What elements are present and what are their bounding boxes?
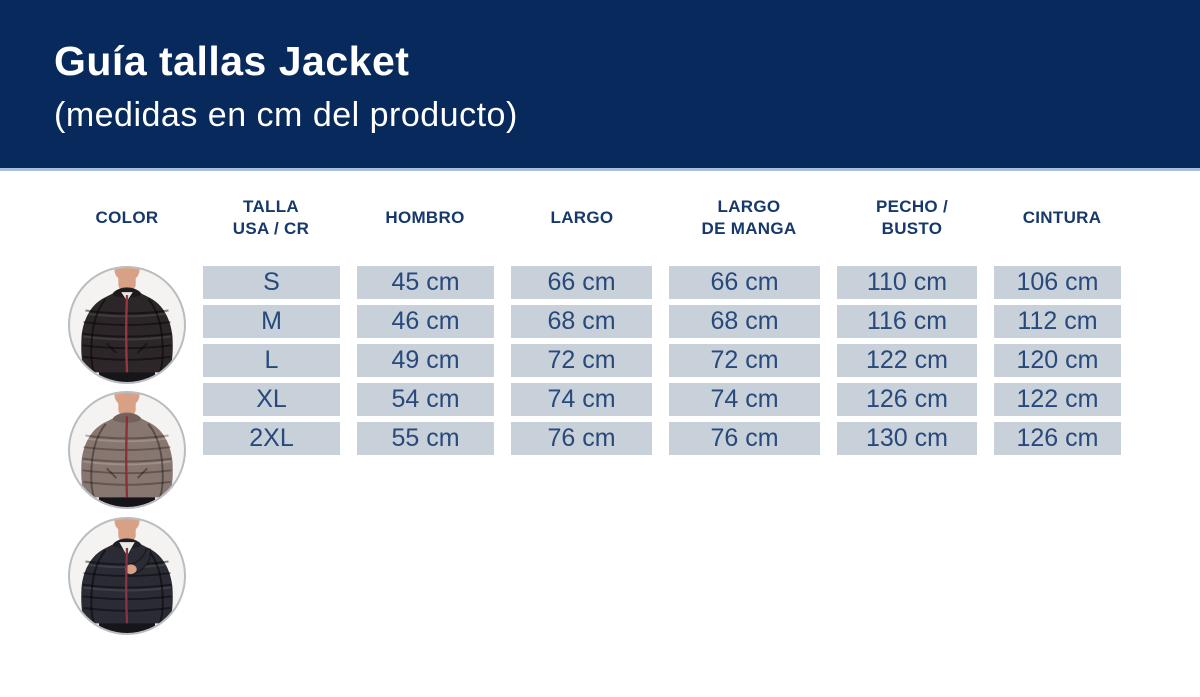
size-label-s: S bbox=[203, 266, 340, 299]
color-photo-black-jacket bbox=[68, 266, 186, 384]
cell-s-cintura: 106 cm bbox=[994, 266, 1121, 299]
cell-2xl-largo: 76 cm bbox=[511, 422, 652, 455]
size-label-2xl: 2XL bbox=[203, 422, 340, 455]
column-header-hombro: HOMBRO bbox=[385, 207, 465, 227]
header-banner: Guía tallas Jacket (medidas en cm del pr… bbox=[0, 0, 1200, 171]
column-header-color: COLOR bbox=[95, 207, 159, 227]
cell-m-cintura: 112 cm bbox=[994, 305, 1121, 338]
size-table: S 45 cm 66 cm 66 cm 110 cm 106 cm M 46 c… bbox=[203, 266, 1121, 455]
color-photo-brown-jacket bbox=[68, 391, 186, 509]
size-label-l: L bbox=[203, 344, 340, 377]
brown-puffer-jacket-photo bbox=[81, 393, 173, 507]
column-header-cintura: CINTURA bbox=[1022, 207, 1102, 227]
cell-s-hombro: 45 cm bbox=[357, 266, 494, 299]
size-label-xl: XL bbox=[203, 383, 340, 416]
column-header-talla: TALLA USA / CR bbox=[232, 196, 310, 238]
cell-l-manga: 72 cm bbox=[669, 344, 820, 377]
cell-l-pecho: 122 cm bbox=[837, 344, 977, 377]
color-photo-dark-navy-jacket bbox=[68, 517, 186, 635]
cell-2xl-pecho: 130 cm bbox=[837, 422, 977, 455]
column-header-largo-de-manga: LARGO DE MANGA bbox=[701, 196, 797, 238]
black-puffer-jacket-photo bbox=[81, 268, 173, 382]
cell-xl-largo: 74 cm bbox=[511, 383, 652, 416]
column-header-pecho-busto: PECHO / BUSTO bbox=[875, 196, 948, 238]
cell-xl-hombro: 54 cm bbox=[357, 383, 494, 416]
dark-navy-puffer-jacket-photo bbox=[81, 519, 173, 633]
cell-m-hombro: 46 cm bbox=[357, 305, 494, 338]
page-subtitle: (medidas en cm del producto) bbox=[54, 96, 518, 134]
cell-m-manga: 68 cm bbox=[669, 305, 820, 338]
cell-m-largo: 68 cm bbox=[511, 305, 652, 338]
cell-l-cintura: 120 cm bbox=[994, 344, 1121, 377]
cell-s-pecho: 110 cm bbox=[837, 266, 977, 299]
cell-2xl-cintura: 126 cm bbox=[994, 422, 1121, 455]
page-title: Guía tallas Jacket bbox=[54, 38, 410, 84]
cell-2xl-hombro: 55 cm bbox=[357, 422, 494, 455]
cell-xl-manga: 74 cm bbox=[669, 383, 820, 416]
column-header-largo: LARGO bbox=[550, 207, 614, 227]
cell-xl-pecho: 126 cm bbox=[837, 383, 977, 416]
cell-l-hombro: 49 cm bbox=[357, 344, 494, 377]
size-label-m: M bbox=[203, 305, 340, 338]
cell-xl-cintura: 122 cm bbox=[994, 383, 1121, 416]
cell-s-manga: 66 cm bbox=[669, 266, 820, 299]
cell-2xl-manga: 76 cm bbox=[669, 422, 820, 455]
cell-s-largo: 66 cm bbox=[511, 266, 652, 299]
cell-m-pecho: 116 cm bbox=[837, 305, 977, 338]
cell-l-largo: 72 cm bbox=[511, 344, 652, 377]
